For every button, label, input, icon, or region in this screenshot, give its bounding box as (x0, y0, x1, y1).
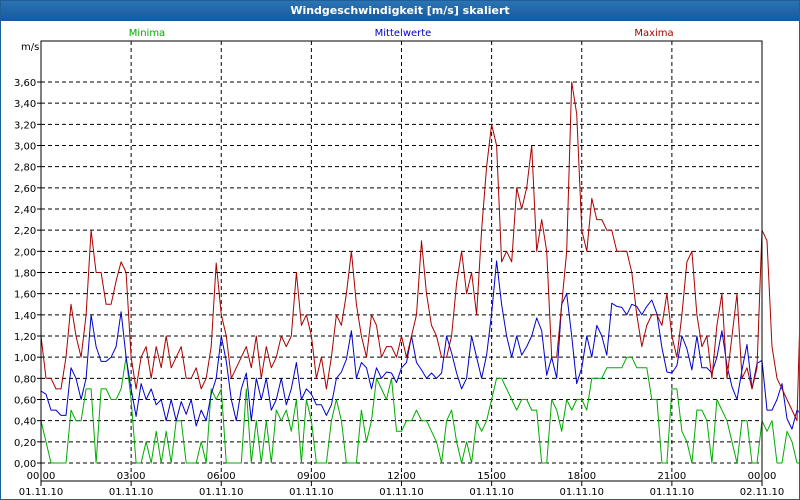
window-title: Windgeschwindigkeit [m/s] skaliert (1, 1, 799, 21)
y-tick-label: 0,40 (14, 417, 36, 428)
x-tick-date-label: 01.11.10 (109, 487, 154, 498)
x-tick-time-label: 00:00 (27, 471, 56, 482)
x-tick-time-label: 21:00 (657, 471, 686, 482)
x-tick-date-label: 01.11.10 (469, 487, 514, 498)
y-tick-label: 1,40 (14, 311, 36, 322)
x-tick-date-label: 01.11.10 (650, 487, 695, 498)
series-line-mittelwerte (40, 260, 799, 430)
y-tick-label: 2,60 (14, 184, 36, 195)
x-axis: 00:00 01.11.10 03:00 01.11.10 06:00 01.11.10 0… (19, 471, 785, 498)
x-tick-time-label: 15:00 (477, 471, 506, 482)
legend: Minima Mittelwerte Maxima (129, 28, 674, 39)
y-tick-label: 0,80 (14, 374, 36, 385)
y-tick-label: 1,60 (14, 290, 36, 301)
y-tick-label: 3,00 (14, 142, 36, 153)
series-lines (40, 81, 799, 464)
x-tick-date-label: 01.11.10 (559, 487, 604, 498)
series-line-minima (40, 356, 799, 464)
x-tick-date-label: 02.11.10 (740, 487, 785, 498)
x-tick-time-label: 00:00 (748, 471, 777, 482)
y-tick-label: 1,20 (14, 332, 36, 343)
y-tick-label: 2,80 (14, 163, 36, 174)
x-tick-time-label: 03:00 (117, 471, 146, 482)
y-tick-label: 1,80 (14, 269, 36, 280)
y-tick-label: 3,40 (14, 99, 36, 110)
y-tick-label: 0,00 (14, 459, 36, 470)
x-tick-time-label: 18:00 (567, 471, 596, 482)
series-line-maxima (40, 81, 799, 422)
y-tick-label: 1,00 (14, 353, 36, 364)
y-tick-label: 2,00 (14, 247, 36, 258)
y-tick-label: 2,20 (14, 226, 36, 237)
y-axis: 0,00 0,20 0,40 0,60 0,80 1,00 1,20 1,40 1,60 1,80… (14, 78, 41, 470)
legend-item-minima: Minima (129, 28, 165, 39)
x-tick-date-label: 01.11.10 (379, 487, 424, 498)
y-axis-label: m/s (21, 42, 39, 53)
legend-item-maxima: Maxima (634, 28, 673, 39)
y-tick-label: 3,20 (14, 120, 36, 131)
y-tick-label: 2,40 (14, 205, 36, 216)
y-tick-label: 0,60 (14, 396, 36, 407)
wind-speed-chart: 0,00 0,20 0,40 0,60 0,80 1,00 1,20 1,40 1,60 1,80… (14, 28, 799, 498)
x-tick-date-label: 01.11.10 (19, 487, 64, 498)
x-tick-date-label: 01.11.10 (199, 487, 244, 498)
x-tick-time-label: 09:00 (297, 471, 326, 482)
x-tick-date-label: 01.11.10 (289, 487, 334, 498)
y-tick-label: 0,20 (14, 438, 36, 449)
x-tick-time-label: 12:00 (387, 471, 416, 482)
legend-item-mittelwerte: Mittelwerte (375, 28, 432, 39)
y-tick-label: 3,60 (14, 78, 36, 89)
x-tick-time-label: 06:00 (207, 471, 236, 482)
